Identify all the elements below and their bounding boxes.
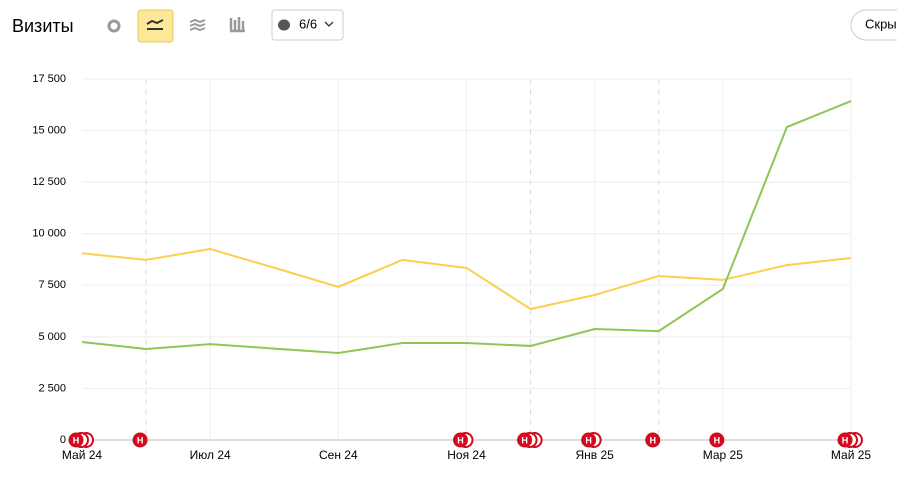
x-tick-label: Мар 25 <box>703 448 743 462</box>
marker-label: Н <box>73 435 80 445</box>
x-tick-label: Сен 24 <box>319 448 358 462</box>
series-button[interactable] <box>271 9 344 41</box>
bar-icon[interactable] <box>229 17 245 33</box>
marker-label: Н <box>457 435 464 445</box>
y-tick-label: 0 <box>60 434 66 446</box>
marker-label: Н <box>521 435 528 445</box>
hide-button[interactable] <box>850 9 897 41</box>
marker <box>132 432 148 448</box>
chart-title: Визиты <box>12 16 74 36</box>
area-icon[interactable] <box>189 18 206 32</box>
y-tick-label: 17 500 <box>32 73 66 85</box>
line-icon[interactable] <box>137 9 174 43</box>
marker-label: Н <box>585 435 592 445</box>
series-button-label: 6/6 <box>299 16 317 31</box>
y-tick-label: 7 500 <box>38 279 66 291</box>
x-tick-label: Янв 25 <box>575 448 614 462</box>
y-tick-label: 10 000 <box>32 228 66 240</box>
series-line <box>81 247 852 311</box>
marker <box>68 432 84 448</box>
y-tick-label: 2 500 <box>38 382 66 394</box>
y-tick-label: 12 500 <box>32 176 66 188</box>
series-line <box>81 100 852 354</box>
marker-label: Н <box>842 435 849 445</box>
y-tick-label: 5 000 <box>38 331 66 343</box>
marker-label: Н <box>650 435 657 445</box>
marker <box>517 432 533 448</box>
x-tick-label: Ноя 24 <box>447 448 486 462</box>
marker <box>709 432 725 448</box>
marker <box>837 432 853 448</box>
marker <box>453 432 468 448</box>
marker <box>645 432 661 448</box>
x-tick-label: Июл 24 <box>190 448 231 462</box>
hide-button-label: Скры <box>865 16 897 31</box>
x-tick-label: Май 24 <box>62 448 103 462</box>
marker-label: Н <box>714 435 721 445</box>
marker <box>581 432 597 448</box>
pie-icon[interactable] <box>107 19 121 33</box>
marker-label: Н <box>137 435 144 445</box>
x-tick-label: Май 25 <box>831 448 872 462</box>
y-tick-label: 15 000 <box>32 124 66 136</box>
